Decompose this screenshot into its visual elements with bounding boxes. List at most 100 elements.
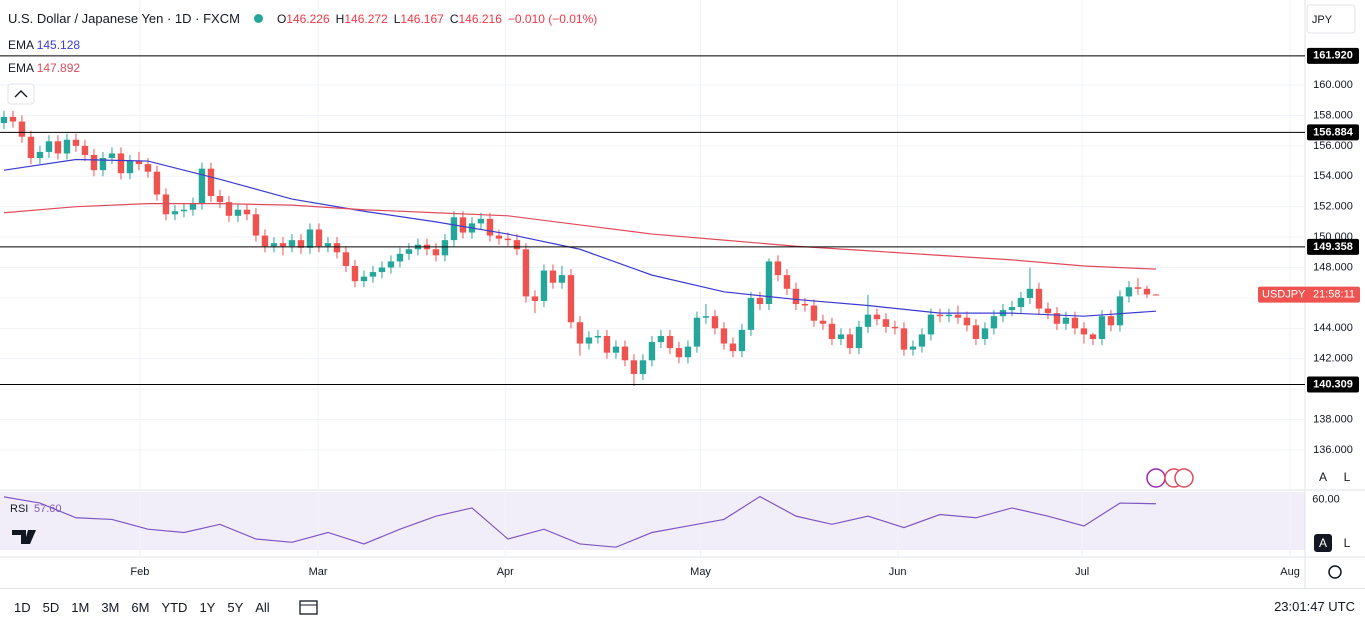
date-range-icon[interactable] — [298, 597, 320, 617]
candle-body — [171, 211, 179, 215]
range-button[interactable]: 1D — [14, 599, 31, 615]
auto-scale-button[interactable]: A — [1318, 470, 1327, 484]
range-button[interactable]: All — [255, 599, 270, 615]
candle-body — [585, 337, 593, 344]
candle-body — [792, 288, 800, 305]
candle-body — [387, 261, 395, 268]
candle-body — [891, 326, 899, 329]
y-tick-label: 136.000 — [1313, 444, 1353, 456]
candle-body — [486, 218, 494, 236]
collapse-button[interactable] — [7, 83, 35, 105]
candle-body — [765, 261, 773, 305]
range-button[interactable]: 5Y — [227, 599, 244, 615]
candle-body — [189, 203, 197, 210]
candle-body — [909, 346, 917, 350]
ohlc-key: H — [335, 12, 345, 26]
level-label-box — [1307, 47, 1359, 64]
ema-value: 145.128 — [36, 38, 81, 52]
candle-body — [432, 249, 440, 256]
ema-legend: EMA 147.892 — [8, 61, 80, 75]
candle-body — [36, 151, 44, 159]
candle-body — [783, 275, 791, 289]
candle-body — [1143, 288, 1151, 295]
candle-body — [702, 316, 710, 318]
candle-body — [900, 328, 908, 350]
range-button[interactable]: 3M — [101, 599, 120, 615]
y-tick-label: 148.000 — [1313, 261, 1353, 273]
candle-body — [396, 253, 404, 262]
ohlc-key: C — [449, 12, 459, 26]
level-label-box — [1307, 376, 1359, 393]
chart: 136.000138.000140.000142.000144.000146.0… — [0, 0, 1365, 588]
candle-body — [1026, 288, 1034, 298]
candle-body — [288, 240, 296, 247]
candle-body — [126, 161, 134, 174]
ohlc-value: 146.226 — [286, 12, 330, 26]
candle-body — [1017, 297, 1025, 308]
candle-body — [306, 229, 314, 248]
candle-body — [495, 235, 503, 239]
x-tick-label: Jul — [1075, 566, 1089, 578]
candle-body — [1080, 328, 1088, 335]
log-scale-button[interactable]: L — [1343, 536, 1351, 550]
candle-body — [180, 209, 188, 212]
clock: 23:01:47 UTC — [1274, 599, 1355, 614]
candle-body — [207, 168, 215, 197]
candle-body — [819, 320, 827, 324]
candle-body — [315, 229, 323, 247]
ema-line — [3, 158, 1157, 317]
ema-name: EMA — [8, 61, 34, 75]
candle-body — [441, 240, 449, 256]
auto-scale-button[interactable]: A — [1314, 534, 1332, 552]
countdown: 21:58:11 — [1313, 289, 1355, 301]
market-status — [253, 14, 263, 23]
candle-body — [225, 202, 233, 216]
logo — [12, 530, 36, 544]
candle-body — [198, 168, 206, 204]
candle-body — [810, 305, 818, 321]
candle-body — [693, 317, 701, 347]
candle-body — [576, 322, 584, 344]
candle-body — [513, 240, 521, 250]
y-tick-label: 142.000 — [1313, 353, 1353, 365]
candle-body — [522, 249, 530, 297]
ema-line — [3, 203, 1156, 270]
candle-body — [1053, 313, 1061, 324]
event-icon[interactable] — [1146, 468, 1166, 488]
range-buttons: 1D 5D 1M 3M 6M YTD 1Y 5Y All — [8, 600, 276, 615]
range-button[interactable]: 6M — [131, 599, 150, 615]
candle-body — [333, 243, 341, 253]
range-button[interactable]: 5D — [42, 599, 60, 615]
candle-body — [657, 335, 665, 343]
settings-icon[interactable] — [1328, 565, 1342, 579]
candle-body — [27, 136, 35, 159]
ohlc-value: 146.167 — [400, 12, 444, 26]
range-button[interactable]: YTD — [161, 599, 188, 615]
candle-body — [801, 304, 809, 306]
y-tick-label: 160.000 — [1313, 79, 1353, 91]
candle-body — [531, 296, 539, 301]
ema-legend: EMA 145.128 — [8, 38, 80, 52]
range-button[interactable]: 1Y — [199, 599, 216, 615]
candle-body — [837, 334, 845, 339]
candle-body — [630, 360, 638, 374]
y-tick-label: 144.000 — [1313, 322, 1353, 334]
candle-body — [639, 360, 647, 374]
log-scale-button[interactable]: L — [1343, 470, 1351, 484]
candle-body — [936, 314, 944, 317]
candle-body — [1152, 294, 1160, 296]
flag-icon[interactable] — [1174, 468, 1194, 488]
candle-body — [747, 297, 755, 330]
candle-body — [1098, 316, 1106, 339]
currency-label[interactable]: JPY — [1312, 14, 1333, 26]
candle-body — [90, 154, 98, 171]
candle-body — [99, 158, 107, 171]
currency-button[interactable] — [1306, 4, 1356, 34]
range-button[interactable]: 1M — [71, 599, 90, 615]
ohlc-key: O — [276, 12, 287, 26]
candle-body — [324, 243, 332, 247]
candle-body — [1071, 317, 1079, 329]
candle-body — [360, 276, 368, 282]
candle-body — [45, 141, 53, 152]
candle-body — [981, 328, 989, 339]
